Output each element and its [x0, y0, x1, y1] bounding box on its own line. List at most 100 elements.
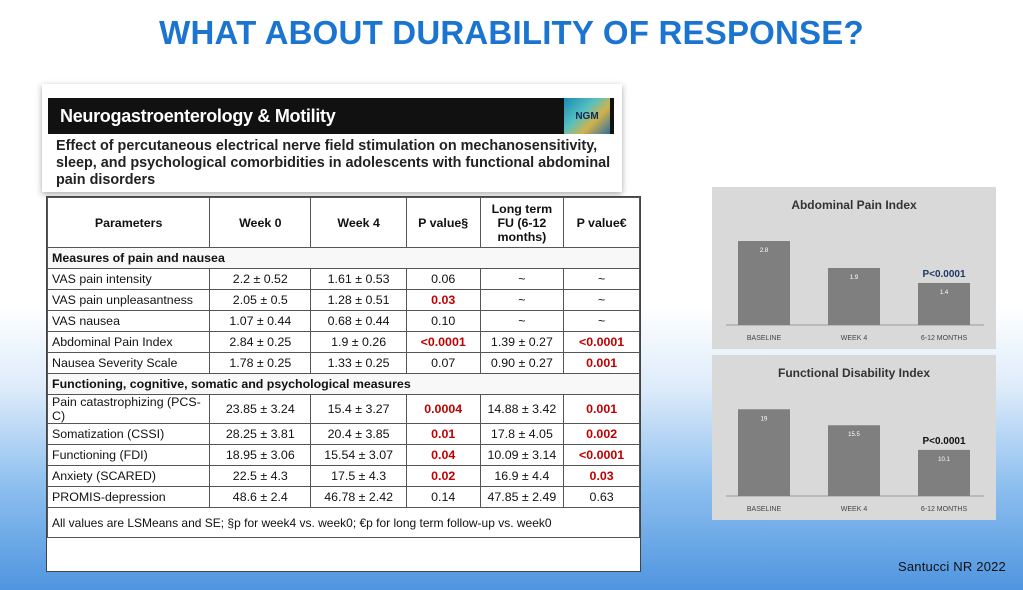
- value-cell: 0.90 ± 0.27: [479, 352, 565, 374]
- table-footnote: All values are LSMeans and SE; §p for we…: [47, 507, 640, 538]
- value-cell: 2.05 ± 0.5: [209, 289, 312, 311]
- results-table: Parameters Week 0 Week 4 P value§ Long t…: [46, 197, 640, 538]
- parameter-cell: Pain catastrophizing (PCS-C): [46, 394, 211, 424]
- pvalue-cell: 0.001: [563, 352, 640, 374]
- value-cell: 18.95 ± 3.06: [209, 444, 312, 466]
- journal-banner: Neurogastroenterology & Motility NGM: [48, 98, 614, 134]
- parameter-cell: Abdominal Pain Index: [46, 331, 211, 353]
- bar-value-label: 15.5: [848, 432, 860, 438]
- value-cell: ~: [479, 289, 565, 311]
- parameter-cell: Somatization (CSSI): [46, 423, 211, 445]
- journal-header-card: Neurogastroenterology & Motility NGM Eff…: [42, 84, 622, 192]
- value-cell: 46.78 ± 2.42: [310, 486, 407, 508]
- pvalue-cell: 0.04: [405, 444, 481, 466]
- pvalue-cell: 0.03: [405, 289, 481, 311]
- value-cell: 2.84 ± 0.25: [209, 331, 312, 353]
- value-cell: 47.85 ± 2.49: [479, 486, 565, 508]
- section-row: Measures of pain and nausea: [47, 247, 640, 269]
- header-week0: Week 0: [209, 197, 312, 248]
- pvalue-cell: 0.63: [563, 486, 640, 508]
- abdominal-pain-index-chart: Abdominal Pain Index 2.8 BASELINE 1.9 WEEK 4…: [712, 187, 996, 349]
- parameter-cell: Anxiety (SCARED): [46, 465, 211, 487]
- parameter-cell: VAS pain intensity: [46, 268, 211, 290]
- slide-title: WHAT ABOUT DURABILITY OF RESPONSE?: [159, 14, 864, 51]
- value-cell: 20.4 ± 3.85: [310, 423, 407, 445]
- value-cell: 1.39 ± 0.27: [479, 331, 565, 353]
- value-cell: 15.4 ± 3.27: [310, 394, 407, 424]
- pvalue-cell: 0.07: [405, 352, 481, 374]
- table-row: Pain catastrophizing (PCS-C) 23.85 ± 3.24…: [46, 394, 640, 424]
- category-label: WEEK 4: [841, 335, 868, 342]
- footnote-row: All values are LSMeans and SE; §p for we…: [47, 507, 640, 538]
- parameter-cell: VAS pain unpleasantness: [46, 289, 211, 311]
- table-row: Anxiety (SCARED) 22.5 ± 4.3 17.5 ± 4.3 0.02…: [46, 465, 640, 487]
- pvalue-cell: 0.10: [405, 310, 481, 332]
- category-label: BASELINE: [747, 335, 782, 342]
- value-cell: 14.88 ± 3.42: [479, 394, 565, 424]
- header-pvalue-week4: P value§: [405, 197, 481, 248]
- table-row: Abdominal Pain Index 2.84 ± 0.25 1.9 ± 0.2…: [46, 331, 640, 353]
- value-cell: 22.5 ± 4.3: [209, 465, 312, 487]
- chart-bar: [918, 449, 970, 496]
- pvalue-cell: ~: [563, 268, 640, 290]
- value-cell: ~: [479, 268, 565, 290]
- header-week4: Week 4: [310, 197, 407, 248]
- value-cell: 23.85 ± 3.24: [209, 394, 312, 424]
- value-cell: 1.9 ± 0.26: [310, 331, 407, 353]
- chart-bar: [918, 283, 970, 325]
- value-cell: 1.07 ± 0.44: [209, 310, 312, 332]
- value-cell: 17.5 ± 4.3: [310, 465, 407, 487]
- pvalue-cell: 0.03: [563, 465, 640, 487]
- table-row: VAS pain unpleasantness 2.05 ± 0.5 1.28 ± …: [46, 289, 640, 311]
- bar-value-label: 1.4: [940, 290, 949, 296]
- value-cell: 16.9 ± 4.4: [479, 465, 565, 487]
- pvalue-cell: 0.002: [563, 423, 640, 445]
- value-cell: 1.61 ± 0.53: [310, 268, 407, 290]
- bar-value-label: 10.1: [938, 457, 950, 463]
- pvalue-cell: 0.01: [405, 423, 481, 445]
- pvalue-cell: 0.001: [563, 394, 640, 424]
- pvalue-cell: 0.06: [405, 268, 481, 290]
- bar-value-label: 1.9: [850, 275, 859, 281]
- journal-name: Neurogastroenterology & Motility: [60, 106, 336, 126]
- parameter-cell: Functioning (FDI): [46, 444, 211, 466]
- value-cell: 1.28 ± 0.51: [310, 289, 407, 311]
- value-cell: 48.6 ± 2.4: [209, 486, 312, 508]
- chart-bar: [738, 241, 790, 325]
- header-pvalue-fu: P value€: [563, 197, 640, 248]
- value-cell: 0.68 ± 0.44: [310, 310, 407, 332]
- value-cell: 28.25 ± 3.81: [209, 423, 312, 445]
- section-title: Functioning, cognitive, somatic and psyc…: [47, 373, 640, 395]
- pvalue-cell: <0.0001: [563, 331, 640, 353]
- pvalue-cell: 0.14: [405, 486, 481, 508]
- parameter-cell: VAS nausea: [46, 310, 211, 332]
- pvalue-annotation: P<0.0001: [922, 436, 966, 447]
- journal-logo: NGM: [564, 98, 610, 134]
- results-table-container: Parameters Week 0 Week 4 P value§ Long t…: [46, 196, 641, 572]
- category-label: BASELINE: [747, 506, 782, 513]
- functional-disability-chart-svg: Functional Disability Index 19 BASELINE 15.…: [726, 366, 984, 513]
- value-cell: 1.78 ± 0.25: [209, 352, 312, 374]
- table-row: VAS pain intensity 2.2 ± 0.52 1.61 ± 0.53 0…: [46, 268, 640, 290]
- value-cell: 10.09 ± 3.14: [479, 444, 565, 466]
- value-cell: 17.8 ± 4.05: [479, 423, 565, 445]
- table-row: Somatization (CSSI) 28.25 ± 3.81 20.4 ± 3.…: [46, 423, 640, 445]
- table-row: VAS nausea 1.07 ± 0.44 0.68 ± 0.44 0.10 ~ ~: [46, 310, 640, 332]
- parameter-cell: Nausea Severity Scale: [46, 352, 211, 374]
- category-label: 6-12 MONTHS: [921, 506, 968, 513]
- chart-bar: [828, 425, 880, 496]
- functional-disability-index-chart: Functional Disability Index 19 BASELINE 15.…: [712, 355, 996, 520]
- pvalue-cell: <0.0001: [405, 331, 481, 353]
- pvalue-cell: 0.02: [405, 465, 481, 487]
- category-label: WEEK 4: [841, 506, 868, 513]
- table-row: Nausea Severity Scale 1.78 ± 0.25 1.33 ± 0…: [46, 352, 640, 374]
- chart-title: Abdominal Pain Index: [791, 198, 917, 212]
- header-long-term-fu: Long term FU (6-12 months): [479, 197, 565, 248]
- table-row: Functioning (FDI) 18.95 ± 3.06 15.54 ± 3.0…: [46, 444, 640, 466]
- chart-bar: [738, 409, 790, 496]
- chart-bar: [828, 268, 880, 325]
- section-title: Measures of pain and nausea: [47, 247, 640, 269]
- value-cell: 2.2 ± 0.52: [209, 268, 312, 290]
- category-label: 6-12 MONTHS: [921, 335, 968, 342]
- table-row: PROMIS-depression 48.6 ± 2.4 46.78 ± 2.42 0…: [46, 486, 640, 508]
